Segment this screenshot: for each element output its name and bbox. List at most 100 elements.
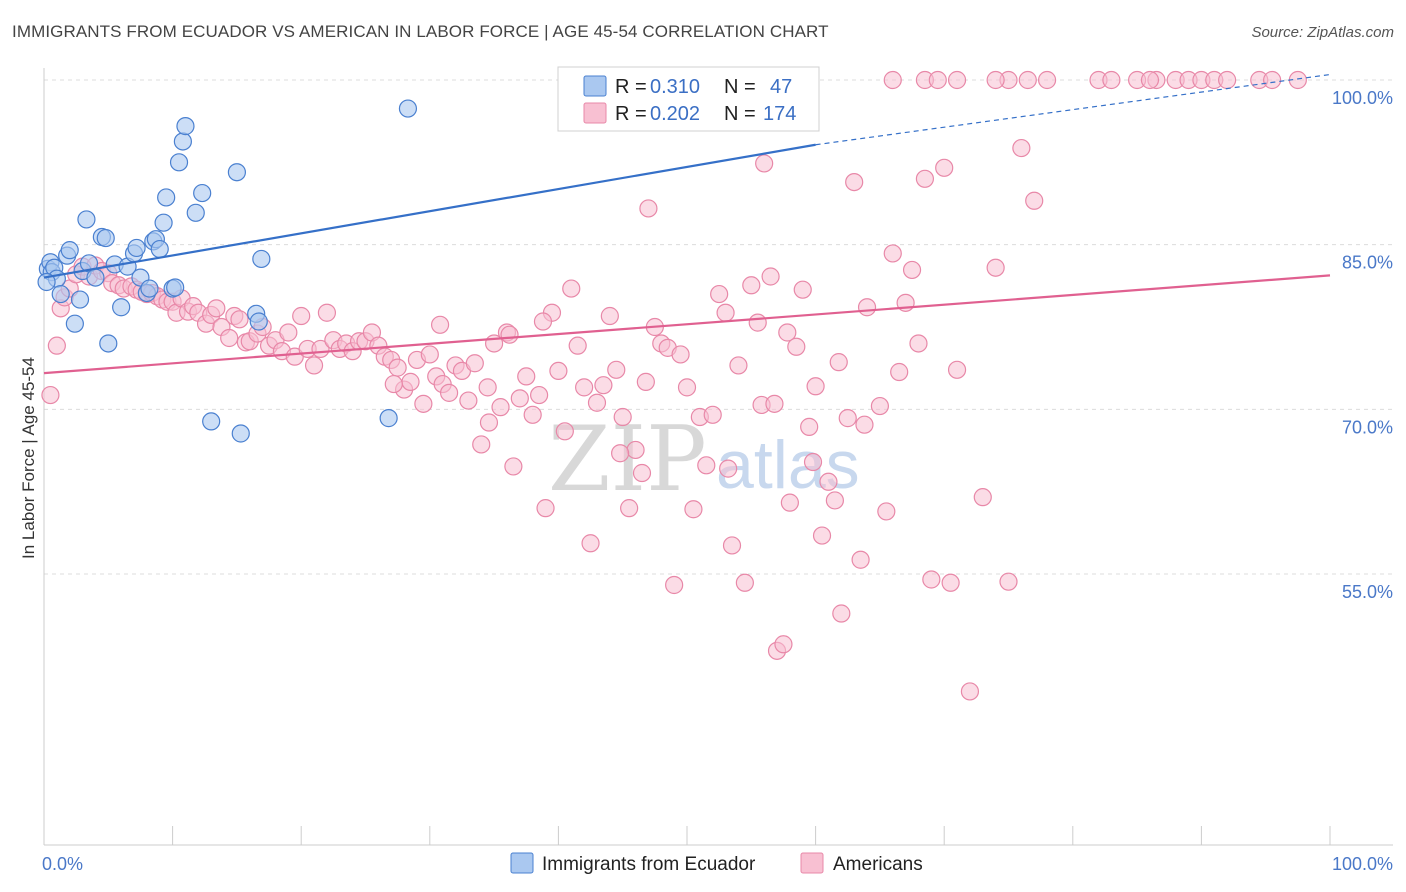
americans-point-72 — [472, 435, 491, 454]
americans-point-80 — [523, 405, 542, 424]
americans-point-127 — [825, 491, 844, 510]
americans-point-131 — [851, 550, 870, 569]
americans-point-184 — [986, 70, 1005, 90]
americans-point-161 — [803, 452, 823, 472]
x-tick-label-min: 0.0% — [42, 854, 83, 874]
ecuador-point-26 — [157, 188, 176, 207]
source-label: Source: ZipAtlas.com — [1251, 24, 1394, 41]
ecuador-point-38 — [249, 312, 268, 331]
legend-n-value-2: 174 — [763, 103, 796, 125]
legend-r-value-2: 0.202 — [650, 103, 700, 125]
ecuador-point-40 — [379, 409, 398, 428]
americans-point-158 — [719, 459, 738, 478]
americans-point-147 — [1012, 138, 1031, 158]
americans-point-128 — [832, 604, 851, 623]
americans-point-154 — [430, 315, 450, 334]
trend-lines — [43, 73, 1331, 375]
ecuador-point-25 — [154, 213, 173, 232]
bottom-legend-label-ecuador: Immigrants from Ecuador — [542, 854, 756, 875]
americans-point-107 — [697, 456, 716, 475]
ecuador-point-31 — [176, 117, 195, 136]
americans-point-179 — [1218, 70, 1237, 90]
americans-point-89 — [581, 534, 600, 553]
ecuador-point-13 — [96, 228, 115, 248]
axes — [43, 68, 1393, 846]
americans-point-79 — [517, 367, 536, 386]
americans-point-167 — [947, 70, 967, 90]
ecuador-point-34 — [202, 412, 221, 431]
watermark: ZIP atlas — [548, 407, 860, 512]
y-tick-label-3: 100.0% — [1332, 88, 1393, 108]
americans-point-104 — [677, 378, 697, 397]
americans-point-163 — [855, 415, 874, 434]
americans-point-111 — [722, 536, 742, 555]
americans-point-122 — [793, 280, 812, 299]
americans-point-34 — [230, 310, 249, 329]
americans-point-59 — [388, 358, 407, 377]
americans-point-81 — [530, 385, 549, 405]
y-axis-label: In Labor Force | Age 45-54 — [19, 357, 38, 559]
americans-point-136 — [902, 260, 922, 280]
americans-point-119 — [774, 635, 793, 654]
ecuador-point-10 — [77, 210, 96, 229]
americans-point-126 — [819, 472, 838, 491]
americans-point-181 — [1263, 70, 1282, 90]
americans-point-143 — [960, 682, 980, 701]
americans-point-125 — [812, 526, 832, 545]
americans-point-151 — [500, 325, 519, 344]
ecuador-trend-line — [43, 143, 816, 279]
ecuador-point-28 — [166, 278, 185, 297]
americans-point-70 — [459, 391, 478, 410]
ecuador-point-7 — [60, 241, 79, 260]
americans-point-162 — [829, 353, 848, 372]
ecuador-point-33 — [193, 183, 212, 203]
americans-point-123 — [800, 417, 819, 436]
americans-point-71 — [465, 354, 484, 373]
americans-point-32 — [220, 328, 239, 348]
americans-point-77 — [504, 457, 523, 476]
americans-point-124 — [806, 377, 825, 396]
ecuador-point-29 — [169, 153, 189, 172]
ecuador-point-32 — [186, 203, 205, 222]
americans-point-75 — [491, 398, 510, 417]
legend-swatch-americans — [583, 102, 607, 124]
legend: R = 0.310 N = 47 R = 0.202 N = 174 — [557, 66, 820, 132]
ecuador-point-39 — [252, 249, 271, 269]
americans-point-129 — [838, 409, 857, 428]
ecuador-trend-line-extension — [815, 73, 1331, 146]
ecuador-point-35 — [227, 163, 246, 182]
ecuador-point-21 — [140, 279, 159, 298]
americans-point-114 — [742, 276, 761, 295]
legend-swatch-ecuador — [583, 75, 607, 97]
americans-point-78 — [510, 389, 529, 408]
americans-point-152 — [533, 312, 553, 331]
americans-point-155 — [479, 413, 499, 432]
y-tick-label-2: 85.0% — [1342, 253, 1393, 273]
americans-point-93 — [607, 360, 626, 379]
americans-point-183 — [928, 70, 947, 90]
americans-point-160 — [778, 323, 797, 342]
americans-point-170 — [1037, 70, 1057, 90]
americans-point-185 — [1140, 70, 1160, 90]
americans-point-88 — [575, 378, 594, 397]
americans-point-137 — [909, 334, 928, 353]
americans-point-150 — [877, 502, 896, 521]
bottom-legend: Immigrants from Ecuador Americans — [510, 852, 923, 875]
watermark-atlas: atlas — [716, 427, 860, 503]
ecuador-point-44 — [70, 290, 90, 309]
americans-point-134 — [883, 244, 902, 263]
ecuador-point-45 — [99, 334, 118, 353]
bottom-legend-swatch-americans — [800, 852, 824, 874]
ecuador-point-30 — [173, 132, 192, 151]
americans-trend-line — [43, 274, 1331, 375]
americans-point-138 — [915, 169, 935, 188]
americans-point-142 — [947, 360, 967, 379]
americans-point-92 — [600, 306, 619, 326]
americans-point-169 — [1018, 70, 1037, 90]
americans-point-117 — [761, 267, 780, 286]
americans-point-67 — [439, 383, 459, 402]
legend-n-label-1: N = — [724, 76, 756, 98]
americans-point-153 — [384, 374, 403, 394]
americans-point-105 — [684, 500, 703, 519]
